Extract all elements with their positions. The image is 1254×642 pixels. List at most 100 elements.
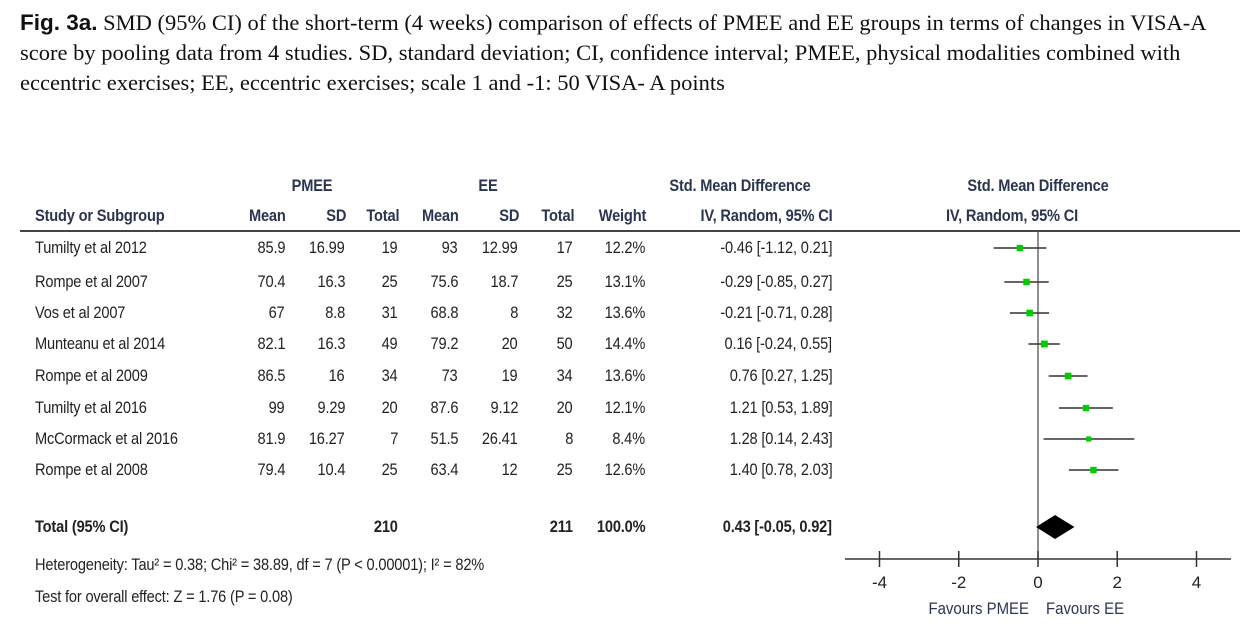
total-ci: 0.43 [-0.05, 0.92] (722, 517, 832, 536)
col-total: Total (541, 206, 574, 225)
cell-sd2: 18.7 (490, 272, 518, 291)
cell-m1: 81.9 (257, 429, 285, 448)
header-pmee: PMEE (291, 176, 333, 195)
cell-ci_text: 1.28 [0.14, 2.43] (729, 429, 832, 448)
cell-sd1: 8.8 (325, 303, 345, 322)
favours-right-label: Favours EE (1046, 600, 1124, 618)
cell-n2: 32 (557, 303, 573, 322)
cell-n1: 19 (382, 238, 398, 257)
cell-weight: 12.2% (604, 238, 645, 257)
effect-square (1082, 404, 1090, 412)
cell-ci_text: -0.46 [-1.12, 0.21] (719, 238, 832, 257)
col-sd: SD (326, 206, 346, 225)
cell-m2: 51.5 (430, 429, 458, 448)
cell-weight: 8.4% (612, 429, 645, 448)
cell-n1: 20 (382, 398, 398, 417)
cell-weight: 13.1% (604, 272, 645, 291)
caption-label: Fig. 3a. (20, 10, 98, 35)
x-tick-label: -4 (872, 573, 887, 592)
total-label: Total (95% CI) (35, 517, 129, 536)
col-sd: SD (499, 206, 519, 225)
cell-m2: 68.8 (430, 303, 458, 322)
cell-weight: 13.6% (604, 303, 645, 322)
col-study: Study or Subgroup (35, 206, 165, 225)
cell-weight: 13.6% (604, 366, 645, 385)
cell-m2: 73 (442, 366, 458, 385)
cell-sd2: 12 (502, 460, 518, 479)
cell-sd2: 12.99 (482, 238, 518, 257)
cell-sd1: 16.99 (309, 238, 345, 257)
cell-sd1: 16 (329, 366, 345, 385)
cell-m1: 86.5 (257, 366, 285, 385)
effect-square (1023, 278, 1030, 286)
cell-ci_text: -0.29 [-0.85, 0.27] (719, 272, 832, 291)
x-tick-label: 4 (1192, 573, 1201, 592)
effect-square (1090, 466, 1097, 474)
cell-n2: 50 (557, 334, 573, 353)
cell-m1: 99 (269, 398, 285, 417)
x-tick-label: 2 (1113, 573, 1122, 592)
total-n2: 211 (549, 517, 573, 536)
x-tick-label: 0 (1033, 573, 1042, 592)
col-plot: IV, Random, 95% CI (946, 206, 1079, 225)
effect-square (1040, 340, 1048, 348)
cell-n1: 25 (382, 460, 398, 479)
cell-sd2: 9.12 (490, 398, 518, 417)
cell-m2: 87.6 (430, 398, 458, 417)
cell-ci_text: 0.76 [0.27, 1.25] (729, 366, 832, 385)
header-plot: Std. Mean Difference (967, 176, 1109, 195)
cell-sd2: 8 (510, 303, 518, 322)
cell-sd1: 16.3 (317, 272, 345, 291)
cell-n1: 49 (382, 334, 398, 353)
col-ci: IV, Random, 95% CI (700, 206, 833, 225)
cell-m2: 93 (442, 238, 458, 257)
effect-square (1026, 309, 1033, 317)
pooled-diamond (1036, 515, 1075, 539)
cell-n2: 17 (557, 238, 573, 257)
cell-sd1: 16.3 (317, 334, 345, 353)
study-name: Rompe et al 2008 (35, 460, 148, 479)
total-weight: 100.0% (596, 517, 645, 536)
cell-sd1: 9.29 (317, 398, 345, 417)
cell-ci_text: 1.21 [0.53, 1.89] (729, 398, 832, 417)
cell-n1: 31 (382, 303, 398, 322)
overall-effect-text: Test for overall effect: Z = 1.76 (P = 0… (35, 587, 293, 606)
col-weight: Weight (598, 206, 647, 225)
cell-n2: 8 (565, 429, 573, 448)
study-name: Tumilty et al 2016 (35, 398, 147, 417)
header-ee: EE (478, 176, 498, 195)
cell-weight: 12.6% (604, 460, 645, 479)
cell-m2: 63.4 (430, 460, 458, 479)
cell-n1: 7 (390, 429, 398, 448)
effect-square (1064, 372, 1072, 380)
cell-weight: 14.4% (604, 334, 645, 353)
heterogeneity-text: Heterogeneity: Tau² = 0.38; Chi² = 38.89… (35, 555, 485, 574)
cell-n2: 34 (557, 366, 573, 385)
cell-n1: 34 (382, 366, 398, 385)
x-tick-label: -2 (951, 573, 966, 592)
cell-n2: 25 (557, 272, 573, 291)
caption-text: SMD (95% CI) of the short-term (4 weeks)… (20, 10, 1206, 95)
figure-caption: Fig. 3a. SMD (95% CI) of the short-term … (20, 8, 1220, 98)
cell-n1: 25 (382, 272, 398, 291)
col-mean: Mean (422, 206, 459, 225)
cell-ci_text: 0.16 [-0.24, 0.55] (724, 334, 833, 353)
cell-m1: 79.4 (257, 460, 285, 479)
study-name: Rompe et al 2009 (35, 366, 148, 385)
study-name: Rompe et al 2007 (35, 272, 148, 291)
cell-m1: 82.1 (257, 334, 285, 353)
cell-sd1: 10.4 (317, 460, 345, 479)
cell-sd2: 20 (502, 334, 518, 353)
cell-n2: 20 (557, 398, 573, 417)
total-n1: 210 (374, 517, 398, 536)
effect-square (1086, 436, 1092, 442)
study-name: Tumilty et al 2012 (35, 238, 147, 257)
effect-square (1016, 244, 1023, 252)
col-total: Total (366, 206, 399, 225)
study-name: Vos et al 2007 (35, 303, 126, 322)
cell-weight: 12.1% (604, 398, 645, 417)
cell-m2: 79.2 (430, 334, 458, 353)
cell-ci_text: -0.21 [-0.71, 0.28] (719, 303, 832, 322)
cell-sd2: 19 (502, 366, 518, 385)
